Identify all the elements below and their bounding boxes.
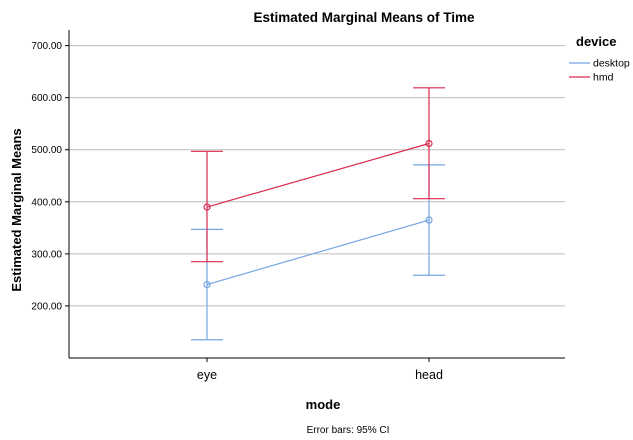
x-tick-label: eye: [197, 368, 217, 382]
legend-label-desktop: desktop: [593, 58, 630, 70]
legend: device desktop hmd: [569, 34, 630, 84]
data-point: [425, 139, 433, 148]
series-line: [206, 142, 430, 208]
y-tick-label: 400.00: [31, 197, 62, 208]
x-axis-label: mode: [306, 397, 341, 412]
series-hmd: [191, 87, 445, 263]
data-series: [191, 87, 445, 341]
y-tick-label: 200.00: [31, 301, 62, 312]
gridlines: [69, 45, 565, 307]
legend-label-hmd: hmd: [593, 72, 614, 84]
x-axis-ticks: eye head: [197, 358, 443, 382]
chart-title: Estimated Marginal Means of Time: [253, 10, 475, 25]
series-desktop: [191, 164, 445, 341]
data-point: [425, 216, 433, 224]
legend-title: device: [576, 34, 616, 49]
y-tick-label: 600.00: [31, 93, 62, 104]
footnote-error-bars: Error bars: 95% CI: [307, 425, 390, 436]
x-tick-label: head: [415, 368, 443, 382]
y-tick-label: 700.00: [31, 41, 62, 52]
y-tick-label: 300.00: [31, 249, 62, 260]
data-point: [203, 280, 211, 289]
y-axis-ticks: 200.00 300.00 400.00 500.00 600.00 700.00: [31, 41, 69, 312]
data-point: [203, 203, 211, 211]
series-line: [206, 219, 430, 286]
y-tick-label: 500.00: [31, 145, 62, 156]
y-axis-label: Estimated Marginal Means: [9, 128, 24, 291]
